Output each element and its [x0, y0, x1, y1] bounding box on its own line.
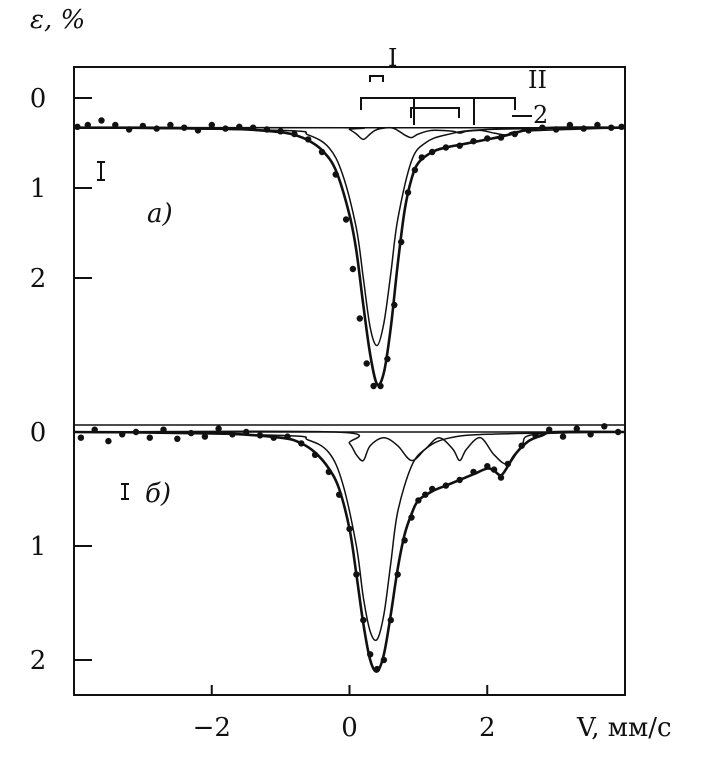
data-point: [342, 216, 350, 223]
data-point: [349, 265, 357, 273]
panel-0: [73, 117, 626, 390]
x-tick-label: 0: [341, 713, 358, 743]
data-point: [215, 425, 222, 432]
component-line: [73, 431, 626, 642]
component-line: [73, 126, 626, 347]
bracket-II-inner: [410, 107, 460, 118]
panel-label-a: a): [147, 199, 173, 229]
error-bar-top: [97, 161, 105, 181]
annotation-2: 2: [533, 101, 548, 129]
fit-envelope-line: [73, 126, 626, 387]
data-point: [559, 433, 567, 440]
data-point: [363, 360, 370, 367]
annotation-brackets: [360, 75, 532, 125]
bracket-II-outer: [413, 97, 516, 125]
annotation-I: I: [388, 44, 397, 72]
y-tick-label: 2: [30, 264, 47, 294]
data-point: [208, 121, 215, 129]
data-point: [174, 435, 181, 442]
component-line: [73, 126, 626, 141]
x-tick-label: −2: [193, 713, 231, 743]
data-point: [146, 434, 153, 441]
y-tick-label: 1: [30, 174, 47, 204]
axis-ticks: −2 0 2 0 1 2 0 1 2: [30, 84, 496, 743]
data-point: [77, 434, 85, 441]
data-point: [98, 117, 105, 124]
y-tick-label: 1: [30, 532, 47, 562]
data-point: [105, 437, 112, 445]
data-point: [167, 121, 174, 129]
y-axis-title: ε, %: [30, 5, 85, 35]
fit-envelope-line: [73, 430, 626, 673]
panel-label-b: б): [145, 479, 171, 509]
spectra: [73, 117, 626, 673]
annotation-II: II: [528, 66, 547, 94]
x-axis-title: V, мм/с: [576, 713, 672, 743]
y-tick-label: 0: [30, 84, 47, 114]
data-point: [356, 315, 363, 322]
y-tick-label: 2: [30, 646, 47, 676]
panel-1: [73, 423, 626, 673]
error-bar-bottom: [121, 483, 129, 500]
data-point: [370, 382, 377, 390]
bracket-I-short: [369, 75, 384, 82]
data-point: [201, 433, 209, 440]
data-point: [573, 425, 580, 432]
data-point: [601, 423, 608, 430]
y-tick-label: 0: [30, 418, 47, 448]
component-line: [73, 430, 626, 465]
plot-frame: [73, 66, 626, 696]
x-tick-label: 2: [479, 713, 496, 743]
